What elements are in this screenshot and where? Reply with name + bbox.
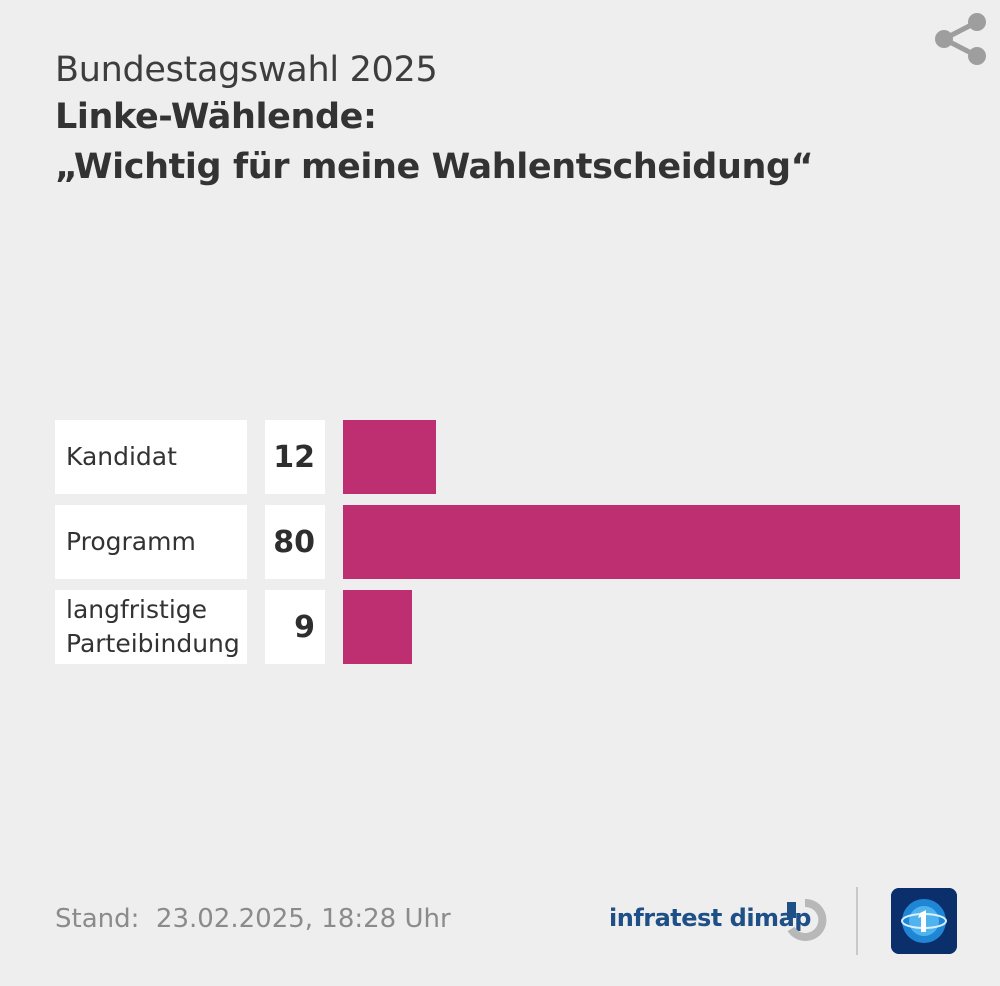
bar: [343, 505, 960, 579]
share-icon[interactable]: [932, 12, 988, 66]
value-label: 80: [265, 505, 325, 579]
value-label: 12: [265, 420, 325, 494]
chart-title-line-1: Linke-Wählende:: [55, 97, 377, 137]
source-logo-text: infratest dimap: [609, 904, 811, 932]
category-label: Programm: [55, 505, 247, 579]
timestamp-label: Stand:: [55, 904, 140, 934]
timestamp-value: 23.02.2025, 18:28 Uhr: [155, 904, 451, 934]
category-label: langfristige Parteibindung: [55, 590, 247, 664]
tagesschau-logo-icon: [891, 888, 957, 954]
infratest-dimap-logo-icon: [787, 898, 827, 941]
bar: [343, 590, 412, 664]
bar-row: Kandidat 12: [55, 420, 965, 494]
logo-divider: [856, 887, 858, 955]
chart-title-line-2: „Wichtig für meine Wahlentscheidung“: [55, 147, 814, 187]
bar-chart: Kandidat 12 Programm 80 langfristige Parteibi…: [55, 420, 965, 670]
bar-row: Programm 80: [55, 505, 965, 579]
chart-header: Bundestagswahl 2025 Linke-Wählende: „Wic…: [55, 48, 915, 192]
bar: [343, 420, 436, 494]
bar-row: langfristige Parteibindung 9: [55, 590, 965, 664]
category-label: Kandidat: [55, 420, 247, 494]
chart-title: Linke-Wählende: „Wichtig für meine Wahle…: [55, 92, 915, 192]
chart-supertitle: Bundestagswahl 2025: [55, 50, 438, 90]
timestamp: Stand: 23.02.2025, 18:28 Uhr: [55, 904, 451, 934]
value-label: 9: [265, 590, 325, 664]
